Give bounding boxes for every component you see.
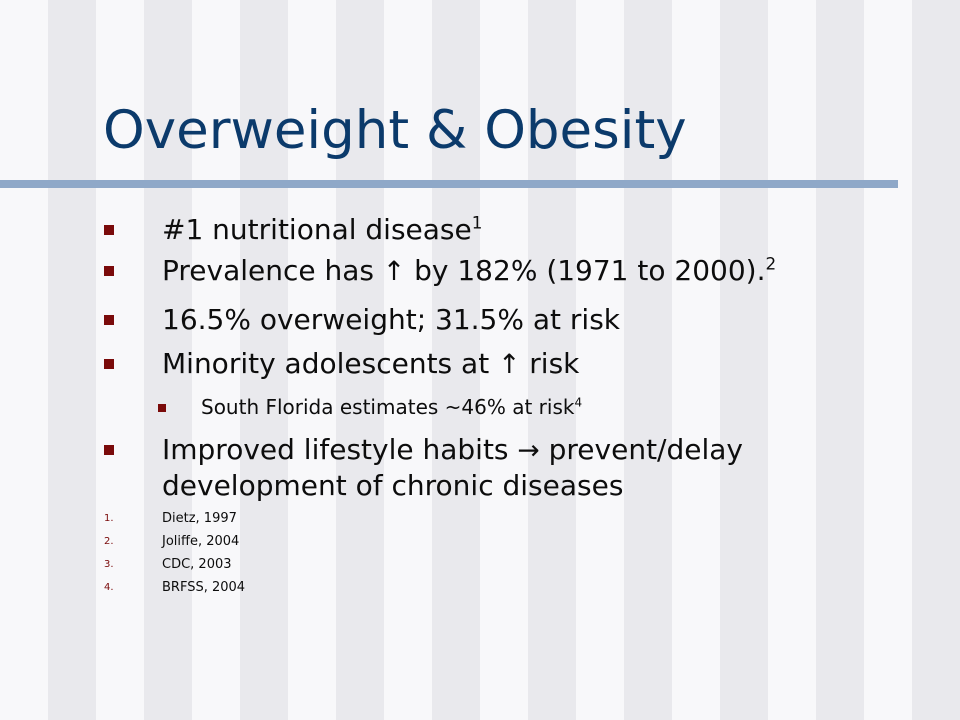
- up-arrow-icon: ↑: [382, 256, 406, 287]
- reference-text: Dietz, 1997: [162, 511, 237, 526]
- bullet-text: Improved lifestyle habits → prevent/dela…: [162, 433, 743, 466]
- footnote-marker: 2: [765, 253, 777, 274]
- reference-text: BRFSS, 2004: [162, 580, 246, 595]
- reference-number: 4.: [104, 582, 114, 593]
- sub-bullet-text: South Florida estimates ~46% at risk4: [201, 395, 583, 419]
- bullet-text-continuation: development of chronic diseases: [162, 469, 624, 502]
- title-underline: [0, 180, 898, 188]
- reference-text: CDC, 2003: [162, 557, 232, 572]
- right-arrow-icon: →: [517, 435, 540, 466]
- square-bullet-icon: [104, 266, 114, 276]
- reference-number: 3.: [104, 559, 114, 570]
- square-bullet-icon: [104, 359, 114, 369]
- reference-text: Joliffe, 2004: [162, 534, 240, 549]
- square-bullet-icon: [104, 225, 114, 235]
- bullet-text: 16.5% overweight; 31.5% at risk: [162, 303, 621, 336]
- bullet-text: Minority adolescents at ↑ risk: [162, 347, 580, 380]
- square-bullet-icon: [158, 404, 166, 412]
- bullet-text: Prevalence has ↑ by 182% (1971 to 2000).…: [162, 253, 777, 287]
- square-bullet-icon: [104, 445, 114, 455]
- footnote-marker: 1: [471, 212, 483, 233]
- slide-title: Overweight & Obesity: [103, 100, 687, 161]
- footnote-marker: 4: [574, 395, 583, 410]
- square-bullet-icon: [104, 315, 114, 325]
- reference-number: 2.: [104, 536, 114, 547]
- reference-number: 1.: [104, 513, 114, 524]
- bullet-text: #1 nutritional disease1: [162, 212, 483, 246]
- up-arrow-icon: ↑: [498, 349, 521, 380]
